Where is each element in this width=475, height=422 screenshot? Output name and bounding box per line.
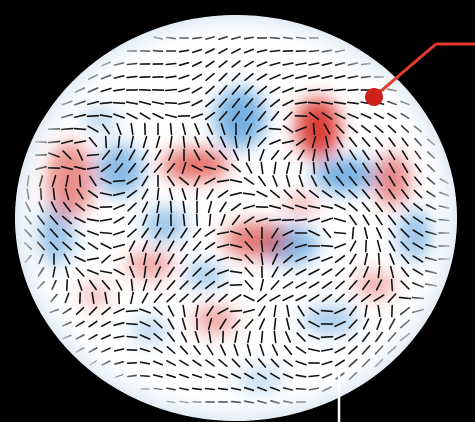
pointer-line bbox=[373, 42, 437, 99]
hotspot-pointer bbox=[365, 42, 475, 106]
disk-rim-glow bbox=[15, 15, 457, 421]
hotspot-marker bbox=[365, 88, 383, 106]
